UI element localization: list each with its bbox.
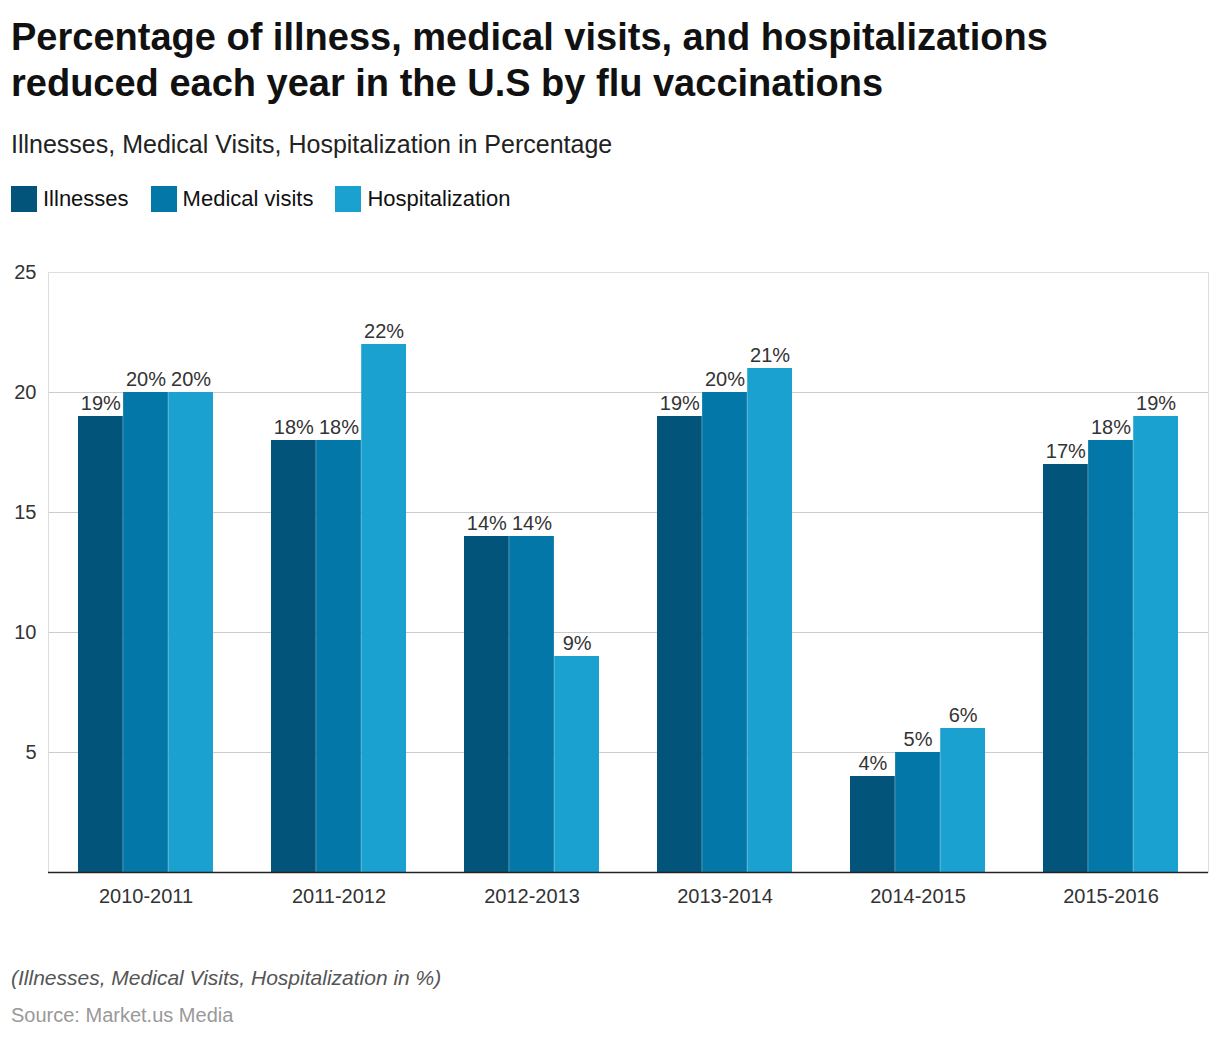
svg-text:15: 15 — [14, 501, 36, 523]
svg-text:5%: 5% — [904, 728, 933, 750]
html-text:Source: Market.us Media: Source: Market.us Media — [11, 1004, 234, 1026]
svg-text:20: 20 — [14, 381, 36, 403]
svg-text:2014-2015: 2014-2015 — [870, 885, 966, 907]
svg-text:20%: 20% — [171, 368, 211, 390]
svg-text:22%: 22% — [364, 320, 404, 342]
html-text:Percentage of illness, medical: Percentage of illness, medical visits, a… — [11, 16, 1048, 104]
svg-text:4%: 4% — [858, 752, 887, 774]
svg-text:9%: 9% — [563, 632, 592, 654]
svg-text:10: 10 — [14, 621, 36, 643]
svg-text:2010-2011: 2010-2011 — [99, 885, 193, 907]
svg-text:19%: 19% — [1136, 392, 1176, 414]
svg-text:2015-2016: 2015-2016 — [1063, 885, 1159, 907]
svg-text:17%: 17% — [1046, 440, 1086, 462]
svg-text:2012-2013: 2012-2013 — [484, 885, 580, 907]
svg-text:18%: 18% — [319, 416, 359, 438]
svg-text:21%: 21% — [750, 344, 790, 366]
svg-text:18%: 18% — [1091, 416, 1131, 438]
svg-text:5: 5 — [25, 741, 36, 763]
svg-text:20%: 20% — [126, 368, 166, 390]
html-text:(Illnesses, Medical Visits, Ho: (Illnesses, Medical Visits, Hospitalizat… — [11, 966, 442, 989]
svg-text:2011-2012: 2011-2012 — [292, 885, 386, 907]
svg-text:20%: 20% — [705, 368, 745, 390]
svg-text:19%: 19% — [81, 392, 121, 414]
html-text:Medical visits: Medical visits — [182, 186, 314, 211]
html-text:Hospitalization: Hospitalization — [367, 186, 511, 211]
svg-text:18%: 18% — [274, 416, 314, 438]
svg-text:25: 25 — [14, 261, 36, 283]
html-text:Illnesses: Illnesses — [43, 186, 129, 211]
svg-text:14%: 14% — [467, 512, 507, 534]
svg-text:2013-2014: 2013-2014 — [677, 885, 773, 907]
html-text:Illnesses, Medical Visits, Hos: Illnesses, Medical Visits, Hospitalizati… — [11, 130, 613, 158]
svg-text:6%: 6% — [949, 704, 978, 726]
svg-text:14%: 14% — [512, 512, 552, 534]
svg-text:19%: 19% — [660, 392, 700, 414]
